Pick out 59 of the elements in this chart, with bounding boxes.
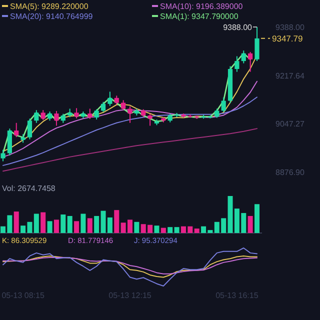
y-tick-label: 9388.00 <box>276 23 306 32</box>
bar <box>114 210 120 233</box>
line-series <box>2 96 258 166</box>
bar <box>47 221 52 233</box>
candlestick <box>94 108 99 120</box>
candlestick <box>88 108 92 120</box>
bar <box>40 212 46 233</box>
candlestick <box>241 50 246 64</box>
bar <box>254 204 260 233</box>
candlestick <box>47 111 52 122</box>
candlestick <box>248 51 253 72</box>
candlestick <box>234 56 240 72</box>
bar <box>160 228 166 233</box>
legend-label: SMA(5): 9289.220000 <box>10 2 89 11</box>
candlestick <box>148 113 152 126</box>
y-tick-label: 9047.27 <box>276 120 306 129</box>
candlestick <box>60 113 66 124</box>
candlestick <box>34 110 39 124</box>
legend-label: SMA(1): 9347.790000 <box>160 12 239 21</box>
candlestick <box>254 26 260 62</box>
candlestick <box>14 122 19 138</box>
y-tick-label: 8876.90 <box>276 168 306 177</box>
candlestick <box>54 110 59 126</box>
bar <box>194 228 200 233</box>
candlestick <box>214 108 220 118</box>
legend-label: SMA(10): 9196.389000 <box>160 2 244 11</box>
candlestick <box>108 91 112 106</box>
x-tick-label: 05-13 12:15 <box>108 291 152 300</box>
chart-title: Vol: 2674.7458 <box>2 184 56 193</box>
candlestick <box>0 149 6 162</box>
candlestick <box>7 128 12 156</box>
bar <box>67 216 72 233</box>
bar <box>14 212 19 233</box>
y-tick-label: 9217.64 <box>276 71 306 80</box>
bar <box>154 226 160 233</box>
candlestick <box>27 118 32 140</box>
line-series <box>2 128 258 172</box>
bar <box>248 216 253 233</box>
legend-label: SMA(20): 9140.764999 <box>10 12 94 21</box>
x-tick-label: 05-13 16:15 <box>216 291 259 300</box>
bar <box>80 214 86 233</box>
bar <box>60 214 66 233</box>
candlestick <box>128 106 132 124</box>
candlestick <box>221 96 226 113</box>
bar <box>34 214 39 233</box>
bar <box>134 222 140 233</box>
bar <box>94 216 100 233</box>
ref-line-label: 9347.79 <box>272 33 303 44</box>
annotation: 9388.00 <box>223 23 253 32</box>
bar <box>74 221 80 233</box>
candlestick <box>74 108 79 119</box>
bar <box>54 220 59 233</box>
candlestick <box>100 101 106 113</box>
bar <box>174 227 180 233</box>
x-tick-label: 05-13 08:15 <box>2 291 45 300</box>
candlestick <box>121 100 126 111</box>
candlestick <box>40 110 46 121</box>
bar <box>87 218 92 233</box>
bar <box>168 227 173 233</box>
